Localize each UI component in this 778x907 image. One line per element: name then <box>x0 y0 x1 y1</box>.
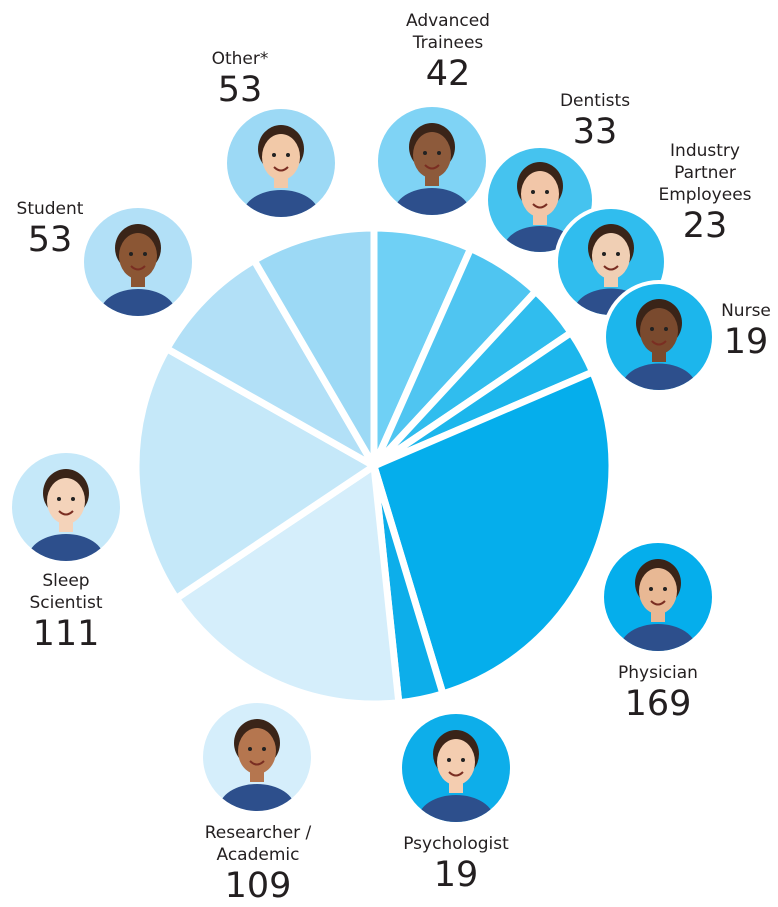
avatar-eye <box>272 153 276 157</box>
value-label: 19 <box>711 322 778 362</box>
category-name: Student <box>0 198 100 220</box>
avatar-eye <box>663 587 667 591</box>
avatar-eye <box>262 747 266 751</box>
avatar <box>398 710 514 844</box>
avatar <box>374 103 490 237</box>
avatar-face <box>262 134 300 180</box>
avatar-eye <box>129 252 133 256</box>
avatar-eye <box>286 153 290 157</box>
avatar-face <box>47 478 85 524</box>
slice-label: Researcher / Academic109 <box>178 822 338 906</box>
avatar-eye <box>602 252 606 256</box>
category-name: Psychologist <box>381 833 531 855</box>
avatar <box>8 449 124 583</box>
category-name: Nurse <box>711 300 778 322</box>
avatar-eye <box>650 327 654 331</box>
avatar-face <box>521 171 559 217</box>
avatar-eye <box>423 151 427 155</box>
category-name: Industry Partner Employees <box>645 140 765 206</box>
avatar-face <box>640 308 678 354</box>
avatar-face <box>592 233 630 279</box>
value-label: 19 <box>381 855 531 895</box>
avatar-eye <box>437 151 441 155</box>
category-name: Other* <box>190 48 290 70</box>
avatar-eye <box>545 190 549 194</box>
slice-label: Other*53 <box>190 48 290 110</box>
value-label: 109 <box>178 866 338 906</box>
avatar-face <box>238 728 276 774</box>
category-name: Sleep Scientist <box>11 570 121 614</box>
avatar <box>199 699 315 833</box>
category-name: Dentists <box>540 90 650 112</box>
avatar <box>600 539 716 673</box>
value-label: 33 <box>540 112 650 152</box>
avatar <box>602 280 716 411</box>
avatar-eye <box>447 758 451 762</box>
category-name: Physician <box>588 662 728 684</box>
avatar <box>223 105 339 239</box>
category-name: Researcher / Academic <box>178 822 338 866</box>
avatar-eye <box>616 252 620 256</box>
value-label: 53 <box>0 220 100 260</box>
avatar-eye <box>649 587 653 591</box>
value-label: 23 <box>645 206 765 246</box>
page: (() => { const data = JSON.parse(documen… <box>0 0 778 907</box>
category-name: Advanced Trainees <box>383 10 513 54</box>
value-label: 111 <box>11 614 121 654</box>
chart <box>0 0 778 907</box>
avatar-eye <box>143 252 147 256</box>
avatar-eye <box>461 758 465 762</box>
avatar-eye <box>57 497 61 501</box>
value-label: 169 <box>588 684 728 724</box>
avatar-face <box>639 568 677 614</box>
avatar-face <box>413 132 451 178</box>
avatar-face <box>119 233 157 279</box>
avatar-eye <box>71 497 75 501</box>
value-label: 42 <box>383 54 513 94</box>
avatar-eye <box>531 190 535 194</box>
avatar-eye <box>248 747 252 751</box>
avatar-face <box>437 739 475 785</box>
value-label: 53 <box>190 70 290 110</box>
avatar-eye <box>664 327 668 331</box>
